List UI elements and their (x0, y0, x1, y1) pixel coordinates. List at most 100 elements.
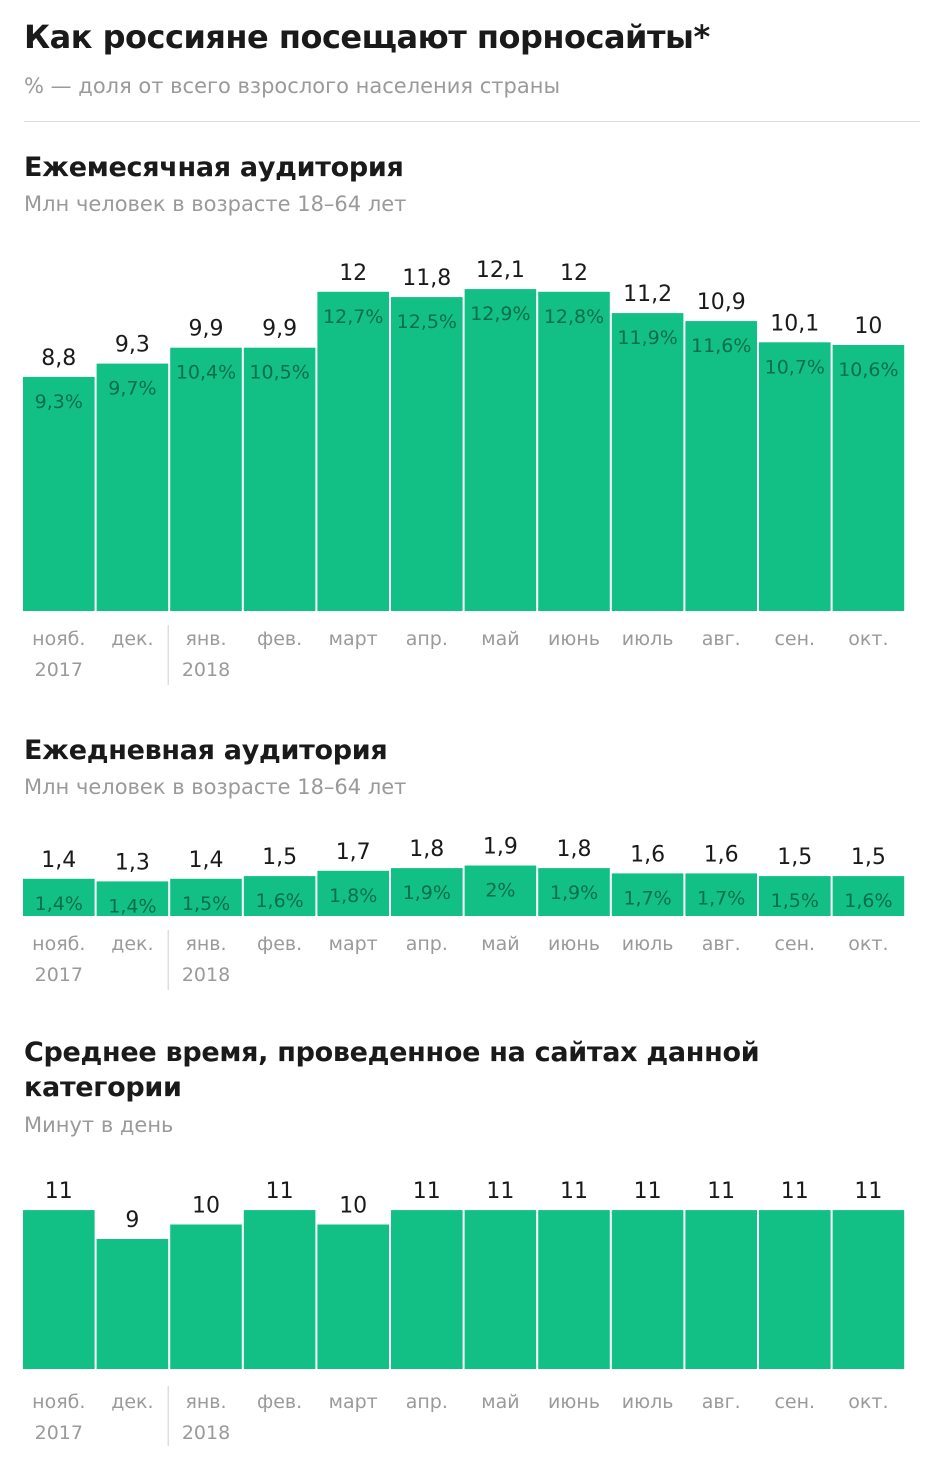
bar (170, 1224, 242, 1369)
value-label: 10 (192, 1194, 220, 1219)
x-tick-label: дек. (111, 1391, 153, 1413)
bar (538, 291, 610, 611)
bar (611, 1210, 684, 1369)
x-tick-label: фев. (257, 1391, 302, 1413)
bar (759, 1210, 831, 1369)
share-label: 1,5% (182, 893, 230, 915)
bar (243, 876, 316, 916)
value-label: 9 (125, 1208, 139, 1233)
x-tick-label: дек. (111, 628, 153, 650)
value-label: 10,1 (770, 311, 819, 336)
year-label: 2017 (35, 964, 83, 986)
share-label: 1,6% (255, 890, 303, 912)
share-label: 1,9% (403, 882, 451, 904)
bar (391, 868, 463, 916)
header-divider (24, 121, 920, 122)
share-label: 1,6% (844, 890, 892, 912)
x-tick-label: авг. (702, 1391, 741, 1413)
monthly-audience-chart: 8,8 9,3% нояб. 2017 9,3 9,7% дек. 9,9 10,4% янв. 2… (23, 258, 905, 685)
share-label: 10,6% (838, 359, 898, 381)
year-label: 2017 (35, 659, 83, 681)
bar (759, 876, 831, 916)
share-label: 11,9% (617, 327, 677, 349)
x-tick-label: авг. (702, 628, 741, 650)
share-label: 12,9% (470, 303, 530, 325)
x-tick-label: окт. (848, 1391, 888, 1413)
bar (685, 321, 757, 611)
value-label: 1,4 (41, 848, 76, 873)
value-label: 1,5 (262, 845, 297, 870)
x-tick-label: сен. (774, 628, 815, 650)
daily-chart-title: Ежедневная аудитория (24, 735, 388, 766)
average-time-chart: 11 нояб. 2017 9 дек. 10 янв. 2018 11 фев. 10 март 11… (23, 1179, 905, 1446)
share-label: 1,4% (108, 895, 156, 917)
monthly-chart-subtitle: Млн человек в возрасте 18–64 лет (24, 192, 407, 216)
x-tick-label: янв. (185, 628, 226, 650)
value-label: 11 (781, 1179, 809, 1204)
value-label: 10 (854, 314, 882, 339)
value-label: 1,6 (704, 842, 739, 867)
bar (96, 881, 169, 916)
share-label: 10,4% (176, 362, 236, 384)
x-tick-label: авг. (702, 933, 741, 955)
x-tick-label: июль (622, 1391, 674, 1413)
value-label: 9,9 (262, 317, 297, 342)
year-label: 2018 (182, 659, 230, 681)
bar (391, 297, 463, 611)
value-label: 11 (634, 1179, 662, 1204)
bar (170, 878, 242, 916)
bar (538, 1210, 610, 1369)
bar (23, 376, 95, 611)
daily-chart-subtitle: Млн человек в возрасте 18–64 лет (24, 775, 407, 799)
time-chart-title: Среднее время, проведенное на сайтах дан… (24, 1037, 760, 1103)
value-label: 1,8 (409, 837, 444, 862)
value-label: 11 (45, 1179, 73, 1204)
x-tick-label: апр. (406, 628, 448, 650)
x-tick-label: апр. (406, 1391, 448, 1413)
value-label: 10,9 (697, 290, 746, 315)
x-tick-label: сен. (774, 1391, 815, 1413)
bar (23, 1210, 95, 1369)
value-label: 9,3 (115, 333, 150, 358)
share-label: 1,5% (771, 890, 819, 912)
x-tick-label: май (481, 628, 519, 650)
value-label: 10 (339, 1194, 367, 1219)
bar (832, 1210, 905, 1369)
x-tick-label: янв. (185, 933, 226, 955)
monthly-chart-title: Ежемесячная аудитория (24, 152, 404, 183)
value-label: 1,5 (851, 845, 886, 870)
year-label: 2017 (35, 1422, 83, 1444)
share-label: 2% (485, 880, 515, 902)
value-label: 12 (339, 261, 367, 286)
value-label: 12,1 (476, 258, 525, 283)
x-tick-label: окт. (848, 933, 888, 955)
bar (832, 345, 905, 611)
share-label: 1,8% (329, 885, 377, 907)
year-label: 2018 (182, 1422, 230, 1444)
share-label: 12,7% (323, 306, 383, 328)
page-title: Как россияне посещают порносайты* (24, 18, 710, 56)
share-label: 1,7% (623, 887, 671, 909)
x-tick-label: фев. (257, 628, 302, 650)
x-tick-label: нояб. (32, 1391, 85, 1413)
bar (611, 873, 684, 916)
value-label: 1,8 (557, 837, 592, 862)
x-tick-label: окт. (848, 628, 888, 650)
share-label: 1,4% (35, 893, 83, 915)
value-label: 11,8 (402, 266, 451, 291)
value-label: 1,6 (630, 842, 665, 867)
value-label: 12 (560, 261, 588, 286)
bar (759, 342, 831, 611)
bar (538, 868, 610, 916)
value-label: 8,8 (41, 346, 76, 371)
value-label: 11,2 (623, 282, 672, 307)
daily-audience-chart: 1,4 1,4% нояб. 2017 1,3 1,4% дек. 1,4 1,5% янв. 20… (23, 835, 905, 990)
bar (96, 363, 169, 611)
x-tick-label: июль (622, 628, 674, 650)
share-label: 12,5% (397, 311, 457, 333)
page-subtitle: % — доля от всего взрослого населения ст… (24, 74, 561, 98)
bar (317, 870, 389, 916)
value-label: 11 (854, 1179, 882, 1204)
x-tick-label: июнь (548, 1391, 600, 1413)
value-label: 1,5 (777, 845, 812, 870)
